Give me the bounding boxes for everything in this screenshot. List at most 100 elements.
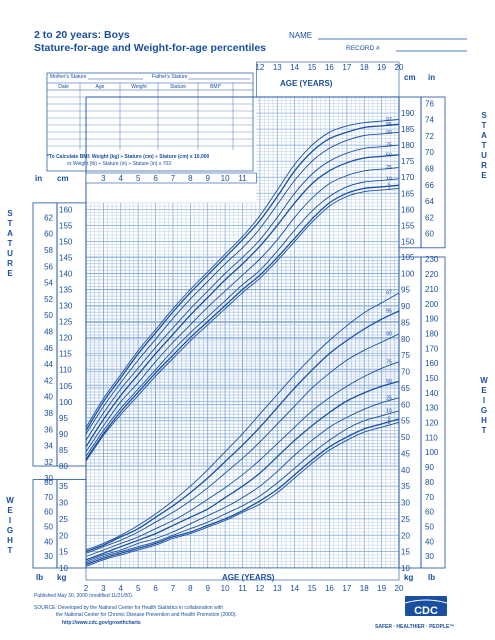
- age-tick-top: 14: [290, 63, 299, 72]
- weight-curve-p10: [85, 410, 400, 564]
- weight-lb-tick-right: 220: [425, 270, 439, 279]
- cdc-url[interactable]: http://www.cdc.gov/growthcharts: [62, 620, 141, 626]
- weight-percentile-label: 5: [388, 417, 391, 423]
- stature-percentile-label: 90: [386, 130, 392, 136]
- stature-in-tick-left: 52: [44, 295, 53, 304]
- kg-unit-label-left: kg: [57, 573, 66, 582]
- age-tick: 19: [377, 584, 386, 593]
- bmi-note-1: *To Calculate BMI: Weight (kg) ÷ Stature…: [47, 154, 209, 160]
- stature-vertical-label-right: R: [481, 161, 487, 170]
- weight-curve-p75: [85, 361, 400, 557]
- stature-vertical-label-left: S: [7, 209, 13, 218]
- stature-cm-tick-right: 150: [401, 237, 415, 246]
- stature-percentile-label: 25: [386, 165, 392, 171]
- form-col-header: Weight: [131, 84, 147, 90]
- stature-cm-tick-right: 160: [401, 205, 415, 214]
- chart-subtitle: Stature-for-age and Weight-for-age perce…: [34, 42, 266, 54]
- age-tick: 15: [308, 584, 317, 593]
- stature-in-tick-right: 62: [425, 213, 434, 222]
- stature-in-tick-left: 48: [44, 327, 53, 336]
- weight-kg-tick-left: 15: [59, 548, 68, 557]
- weight-curve-p3: [85, 421, 400, 567]
- stature-vertical-label-right: S: [481, 111, 487, 120]
- weight-kg-tick-right: 70: [401, 368, 410, 377]
- stature-percentile-label: 50: [386, 152, 392, 158]
- stature-percentile-label: 10: [386, 176, 392, 182]
- weight-percentile-label: 25: [386, 395, 392, 401]
- form-rows[interactable]: [47, 96, 253, 147]
- weight-lb-tick-right: 130: [425, 404, 439, 413]
- stature-curve-p5: [85, 184, 400, 460]
- age-tick: 9: [205, 584, 210, 593]
- age-tick-mid: 7: [171, 174, 176, 183]
- stature-cm-tick-left: 150: [59, 237, 73, 246]
- weight-vertical-label-right: I: [483, 396, 485, 405]
- stature-cm-tick-left: 120: [59, 334, 73, 343]
- weight-lb-axis-left: [32, 479, 58, 569]
- weight-percentile-label: 95: [386, 309, 392, 315]
- age-tick-mid: 9: [205, 174, 210, 183]
- stature-cm-tick-right: 185: [401, 125, 415, 134]
- stature-in-tick-right: 66: [425, 181, 434, 190]
- stature-curve-p97: [85, 119, 400, 428]
- age-tick-mid: 8: [188, 174, 193, 183]
- weight-percentile-label: 97: [386, 291, 392, 297]
- weight-kg-tick-right: 50: [401, 433, 410, 442]
- age-tick-mid: 5: [136, 174, 141, 183]
- weight-kg-tick-right: 15: [401, 548, 410, 557]
- stature-percentile-label: 5: [388, 183, 391, 189]
- stature-cm-tick-right: 175: [401, 157, 415, 166]
- stature-cm-tick-left: 125: [59, 318, 73, 327]
- weight-lb-tick-right: 160: [425, 359, 439, 368]
- weight-percentile-label: 10: [386, 408, 392, 414]
- weight-lb-tick-left: 70: [44, 493, 53, 502]
- weight-lb-axis-right: [420, 256, 446, 569]
- weight-curve-p95: [85, 310, 400, 553]
- stature-vertical-label-right: E: [481, 171, 487, 180]
- weight-percentile-label: 75: [386, 359, 392, 365]
- weight-kg-tick-right: 40: [401, 466, 410, 475]
- age-tick: 20: [395, 584, 404, 593]
- stature-vertical-label-right: T: [482, 141, 487, 150]
- age-tick-mid: 6: [153, 174, 158, 183]
- age-tick: 6: [153, 584, 158, 593]
- weight-vertical-label-right: G: [481, 406, 487, 415]
- form-columns: Date Age Weight Stature BMI*: [47, 82, 253, 150]
- weight-lb-tick-left: 80: [44, 478, 53, 487]
- stature-in-tick-right: 72: [425, 132, 434, 141]
- stature-in-tick-left: 30: [44, 474, 53, 483]
- weight-lb-tick-right: 90: [425, 463, 434, 472]
- age-tick-mid: 3: [101, 174, 106, 183]
- age-tick-top: 15: [308, 63, 317, 72]
- age-strip-top: [256, 61, 400, 98]
- stature-in-tick-left: 40: [44, 393, 53, 402]
- weight-kg-tick-right: 20: [401, 531, 410, 540]
- stature-cm-tick-right: 155: [401, 221, 415, 230]
- stature-cm-tick-left: 140: [59, 269, 73, 278]
- stature-in-tick-right: 74: [425, 116, 434, 125]
- age-tick: 14: [290, 584, 299, 593]
- stature-in-tick-left: 62: [44, 213, 53, 222]
- stature-in-axis-left: [32, 202, 58, 467]
- age-tick-mid: 10: [221, 174, 230, 183]
- stature-in-tick-left: 32: [44, 458, 53, 467]
- stature-vertical-label-left: E: [7, 269, 13, 278]
- weight-lb-tick-right: 230: [425, 255, 439, 264]
- weight-vertical-label-right: E: [481, 386, 487, 395]
- weight-vertical-label-left: W: [6, 496, 14, 505]
- stature-curve-p90: [85, 131, 400, 435]
- stature-in-tick-right: 76: [425, 99, 434, 108]
- weight-percentile-label: 90: [386, 331, 392, 337]
- age-tick: 12: [255, 584, 264, 593]
- weight-lb-tick-right: 120: [425, 419, 439, 428]
- stature-in-tick-left: 58: [44, 246, 53, 255]
- stature-in-tick-right: 64: [425, 197, 434, 206]
- kg-unit-label-right: kg: [404, 573, 413, 582]
- age-tick: 4: [119, 584, 124, 593]
- form-col-header: Age: [96, 84, 105, 90]
- stature-vertical-label-left: A: [7, 229, 13, 238]
- age-tick-top: 13: [273, 63, 282, 72]
- stature-curve-p10: [85, 178, 400, 457]
